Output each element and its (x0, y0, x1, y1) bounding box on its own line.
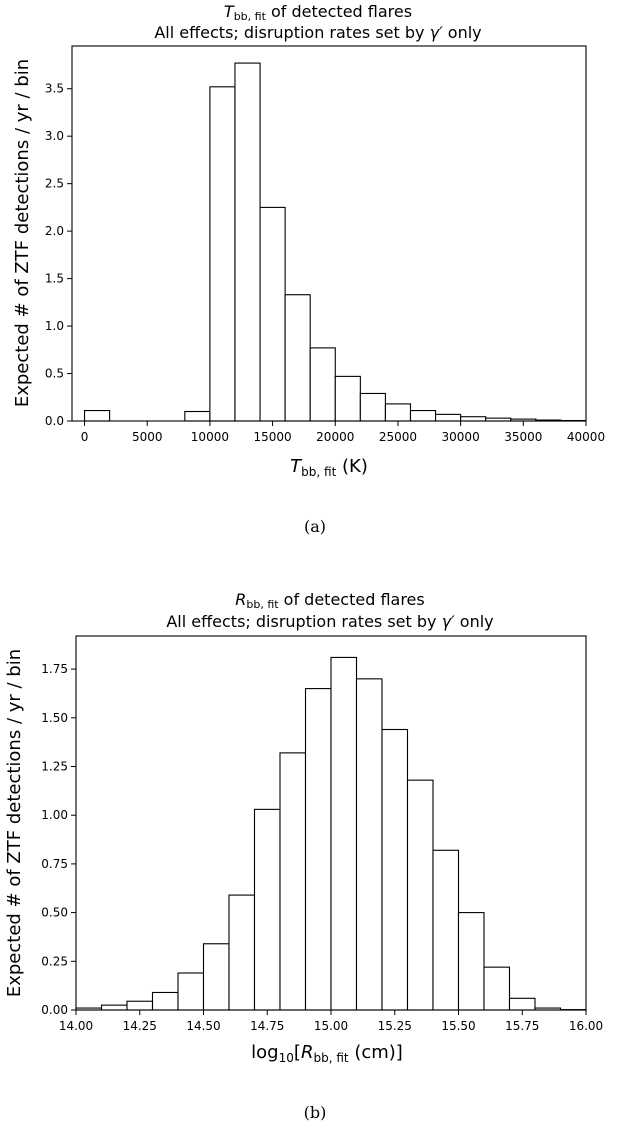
histogram-bar (253, 808, 281, 1011)
x-tick-label: 15.75 (505, 1019, 539, 1033)
y-tick-label: 1.00 (41, 808, 68, 822)
x-tick-label: 5000 (132, 430, 163, 444)
y-tick-label: 1.5 (45, 272, 64, 286)
x-tick-label: 14.75 (250, 1019, 284, 1033)
histogram-bar (309, 347, 336, 422)
x-tick-label: 14.00 (59, 1019, 93, 1033)
histogram-bar (460, 416, 487, 422)
y-axis-label: Expected # of ZTF detections / yr / bin (4, 649, 25, 997)
histogram-bar (202, 943, 230, 1011)
histogram-bar (279, 752, 307, 1011)
x-tick-label: 25000 (379, 430, 417, 444)
y-axis-label: Expected # of ZTF detections / yr / bin (12, 59, 33, 407)
histogram-bar (435, 413, 462, 422)
x-tick-label: 10000 (191, 430, 229, 444)
x-tick-labels: 0 5000 10000 15000 20000 25000 30000 35000 40000 (81, 421, 605, 444)
histogram-bar (330, 656, 358, 1011)
chart-title-line2: All effects; disruption rates set by γ′ … (154, 23, 481, 42)
x-axis-label: log10[Rbb, fit (cm)] (251, 1042, 403, 1065)
y-tick-label: 1.0 (45, 319, 64, 333)
histogram-temperature: Tbb, fit of detected flares All effects;… (12, 2, 605, 536)
histogram-bar (259, 206, 286, 422)
x-tick-label: 30000 (442, 430, 480, 444)
y-tick-label: 0.75 (41, 857, 68, 871)
x-axis-label: Tbb, fit (K) (290, 456, 368, 479)
plot-frame (71, 45, 587, 422)
y-tick-label: 0.0 (45, 414, 64, 428)
histogram-bar (359, 392, 386, 422)
histogram-bar (384, 403, 412, 422)
histogram-bars (75, 656, 587, 1011)
x-tick-label: 15.00 (314, 1019, 348, 1033)
histogram-bar (228, 894, 256, 1011)
y-tick-label: 2.5 (45, 177, 64, 191)
y-tick-label: 1.25 (41, 760, 68, 774)
x-tick-label: 15.50 (441, 1019, 475, 1033)
y-tick-label: 1.75 (41, 662, 68, 676)
histogram-bar (234, 62, 261, 422)
x-tick-label: 35000 (504, 430, 542, 444)
histogram-bar (483, 966, 511, 1011)
histogram-bar (381, 728, 409, 1011)
x-tick-label: 40000 (567, 430, 605, 444)
histogram-bar (409, 410, 437, 422)
histogram-bar (284, 294, 311, 422)
chart-title-line2: All effects; disruption rates set by γ′ … (166, 612, 493, 631)
x-tick-label: 15000 (253, 430, 291, 444)
x-tick-label: 0 (81, 430, 89, 444)
y-tick-labels: 0.0 0.5 1.0 1.5 2.0 2.5 3.0 3.5 (45, 82, 72, 428)
histogram-bars (83, 62, 587, 422)
y-tick-label: 3.0 (45, 129, 64, 143)
x-tick-label: 14.50 (186, 1019, 220, 1033)
histogram-bar (177, 972, 205, 1011)
histogram-bar (151, 991, 179, 1011)
x-tick-label: 14.25 (123, 1019, 157, 1033)
y-tick-label: 0.25 (41, 954, 68, 968)
histogram-bar (100, 1004, 128, 1011)
y-tick-label: 2.0 (45, 224, 64, 238)
histogram-bar (406, 779, 434, 1011)
y-tick-label: 3.5 (45, 82, 64, 96)
histogram-bar (83, 410, 111, 422)
x-tick-label: 20000 (316, 430, 354, 444)
histogram-bar (355, 678, 383, 1011)
histogram-radius: Rbb, fit of detected flares All effects;… (4, 590, 603, 1122)
y-tick-label: 1.50 (41, 711, 68, 725)
histogram-bar (126, 1000, 154, 1011)
x-tick-label: 16.00 (569, 1019, 603, 1033)
histogram-bar (209, 86, 236, 422)
y-tick-label: 0.5 (45, 367, 64, 381)
histogram-bar (304, 688, 332, 1011)
histogram-bar (184, 410, 211, 422)
panel-caption: (a) (304, 517, 326, 536)
y-tick-label: 0.50 (41, 906, 68, 920)
histogram-bar (432, 849, 460, 1011)
y-tick-labels: 0.00 0.25 0.50 0.75 1.00 1.25 1.50 1.75 (41, 662, 76, 1017)
histogram-bar (508, 997, 536, 1011)
histogram-bar (457, 912, 485, 1011)
histogram-bar (334, 375, 361, 422)
chart-title-line1: Tbb, fit of detected flares (224, 2, 412, 23)
x-tick-label: 15.25 (378, 1019, 412, 1033)
chart-title-line1: Rbb, fit of detected flares (235, 590, 424, 611)
x-tick-labels: 14.00 14.25 14.50 14.75 15.00 15.25 15.50 15.75… (59, 1010, 603, 1033)
y-tick-label: 0.00 (41, 1003, 68, 1017)
panel-caption: (b) (304, 1103, 327, 1122)
